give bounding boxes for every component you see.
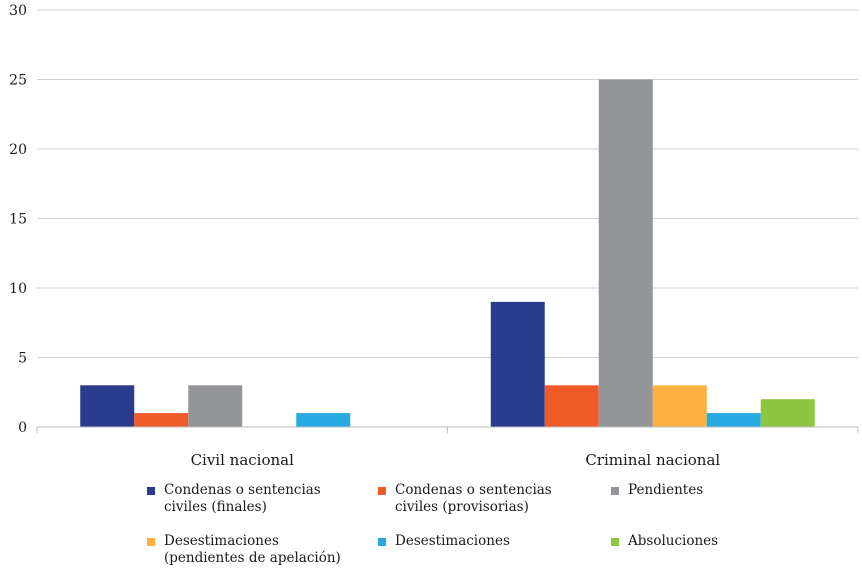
legend-label: Pendientes [628,482,704,498]
gridlines [37,9,858,428]
legend-label: Condenas o sentencias civiles (provisori… [395,482,552,515]
y-tick-label: 5 [18,351,27,367]
y-tick-label: 10 [9,281,27,297]
x-axis-categories: Civil nacional Criminal nacional [191,451,721,469]
bar [544,385,599,427]
legend-item: Desestimaciones (pendientes de apelación… [147,533,341,567]
y-tick-label: 20 [9,142,27,158]
y-tick-label: 30 [9,3,27,19]
bar [134,413,189,427]
x-category-label: Civil nacional [191,451,295,469]
bar [188,385,243,427]
legend-swatch [147,538,155,546]
legend-swatch [611,538,619,546]
legend-label: Condenas o sentencias civiles (finales) [164,482,321,515]
y-tick-label: 25 [9,73,27,89]
bar [706,413,761,427]
y-tick-label: 0 [18,420,27,436]
legend-item: Absoluciones [611,533,718,550]
x-category-label: Criminal nacional [585,451,720,469]
legend-item: Pendientes [611,482,703,499]
bar [598,79,653,427]
legend-swatch [147,487,155,495]
legend-swatch [378,487,386,495]
legend-item: Condenas o sentencias civiles (finales) [147,482,321,516]
legend-swatch [611,487,619,495]
bar [296,413,351,427]
legend-swatch [378,538,386,546]
legend-label: Desestimaciones [395,533,510,549]
y-tick-label: 15 [9,212,27,228]
bars [80,79,815,427]
legend-item: Desestimaciones [378,533,510,550]
bar [490,301,545,427]
x-axis [36,426,859,433]
bar [80,385,135,427]
bar [760,399,815,427]
legend-label: Desestimaciones (pendientes de apelación… [164,533,341,566]
legend-item: Condenas o sentencias civiles (provisori… [378,482,552,516]
legend-label: Absoluciones [628,533,719,549]
bar [652,385,707,427]
y-axis-ticks: 0 5 10 15 20 25 30 [9,3,27,436]
